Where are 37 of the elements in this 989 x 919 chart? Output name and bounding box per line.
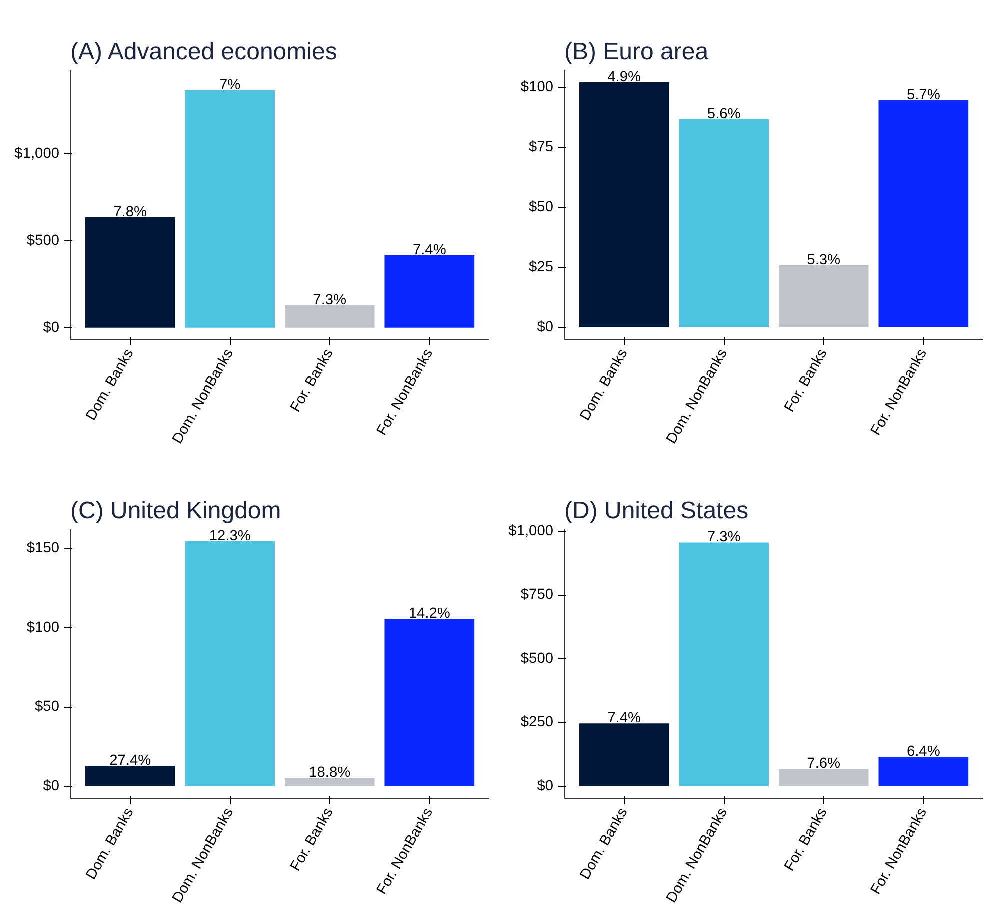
annotation: 6.4% <box>906 744 940 760</box>
y-tick-label: $500 <box>26 232 60 249</box>
annotation: 5.7% <box>906 87 940 104</box>
chart-title: (C) United Kingdom <box>70 498 282 524</box>
y-tick-label: $250 <box>520 714 554 731</box>
annotation: 7.3% <box>707 530 741 546</box>
y-tick-label: $50 <box>35 699 60 716</box>
y-tick-label: $25 <box>529 259 554 276</box>
annotation: 27.4% <box>110 753 152 770</box>
y-tick-label: $1,000 <box>508 524 554 540</box>
y-tick-label: $150 <box>26 540 60 557</box>
annotation: 4.9% <box>608 70 642 86</box>
annotation: 7% <box>220 77 241 94</box>
chart-title: (A) Advanced economies <box>70 38 338 66</box>
annotation: 7.3% <box>313 292 347 308</box>
annotation: 7.8% <box>114 204 148 220</box>
y-tick-label: $500 <box>520 650 554 667</box>
annotation: 5.6% <box>707 106 741 122</box>
y-tick-label: $75 <box>529 139 554 156</box>
annotation: 12.3% <box>209 528 251 544</box>
annotation: 18.8% <box>309 765 351 782</box>
y-tick-label: $100 <box>520 79 554 96</box>
y-tick-label: $750 <box>520 587 554 604</box>
y-tick-label: $1,000 <box>14 146 60 162</box>
y-tick-label: $0 <box>43 778 60 794</box>
y-tick-label: $50 <box>529 199 554 216</box>
y-tick-label: $100 <box>26 620 60 636</box>
annotation: 7.6% <box>807 756 841 772</box>
chart-title: (D) United States <box>564 498 749 524</box>
y-tick-label: $0 <box>537 778 554 794</box>
annotation: 14.2% <box>408 606 450 622</box>
annotation: 7.4% <box>412 242 446 259</box>
y-tick-label: $0 <box>537 319 554 336</box>
annotation: 7.4% <box>608 710 642 727</box>
y-tick-label: $0 <box>43 320 60 336</box>
chart-title: (B) Euro area <box>564 38 710 66</box>
annotation: 5.3% <box>807 252 841 269</box>
